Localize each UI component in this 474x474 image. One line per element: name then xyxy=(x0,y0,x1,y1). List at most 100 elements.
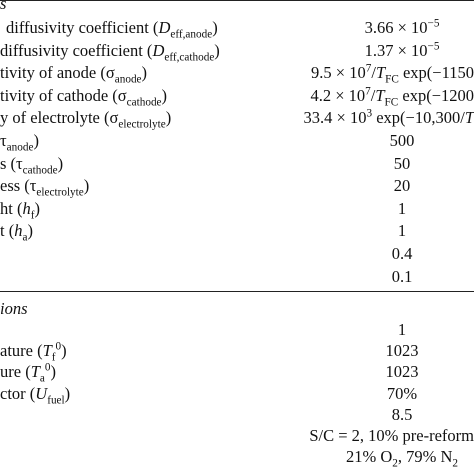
text-part: ) xyxy=(57,153,64,173)
parameter-name: tivity of cathode (σcathode) xyxy=(0,85,168,109)
text-part: 0.4 xyxy=(391,244,413,263)
parameter-value: 21% O2, 79% N2 xyxy=(345,447,458,470)
math-symbol: T xyxy=(375,63,386,83)
text-part: 50 xyxy=(393,153,411,173)
parameter-name: ess (τelectrolyte) xyxy=(0,176,90,198)
text-part: τ xyxy=(0,131,7,150)
superscript: 7 xyxy=(365,85,371,98)
parameter-value: 9.5 × 107/TFC exp(−1150 xyxy=(311,62,474,86)
parameter-name: s (τcathode) xyxy=(0,153,64,176)
subscript: eff,cathode xyxy=(164,50,215,63)
text-part: ) xyxy=(64,383,71,403)
text-part: ) xyxy=(141,63,148,83)
superscript: 3 xyxy=(366,107,373,120)
section-heading: s xyxy=(0,0,7,13)
text-part: ) xyxy=(33,131,39,150)
text-part: ) xyxy=(27,221,33,241)
text-part: ) xyxy=(161,85,168,105)
text-part: / xyxy=(371,63,376,83)
subscript: cathode xyxy=(126,96,162,109)
text-part: 1023 xyxy=(385,341,419,361)
parameter-value: 20 xyxy=(393,176,411,196)
parameter-value: S/C = 2, 10% pre-reform xyxy=(309,426,474,445)
subscript: FC xyxy=(385,73,399,86)
subscript: anode xyxy=(6,141,34,154)
text-part: 1 xyxy=(397,320,407,339)
text-part: 4.2 × 10 xyxy=(310,85,366,105)
subscript: 2 xyxy=(392,457,398,470)
section-heading: ions xyxy=(0,299,28,318)
superscript: −5 xyxy=(427,17,440,30)
math-symbol: U xyxy=(35,383,48,403)
text-part: ) xyxy=(61,341,67,361)
text-part: t ( xyxy=(0,221,15,241)
subscript: FC xyxy=(384,96,399,109)
math-symbol: D xyxy=(158,18,171,37)
text-part: ) xyxy=(83,176,90,196)
parameter-value: 33.4 × 103 exp(−10,300/T xyxy=(303,107,474,128)
parameter-name: ure (Ta0) xyxy=(0,361,56,384)
parameter-value: 1.37 × 10−5 xyxy=(364,40,440,60)
parameter-value: 4.2 × 107/TFC exp(−1200 xyxy=(310,85,474,109)
text-part: diffusivity coefficient ( xyxy=(6,18,159,37)
subscript: f xyxy=(30,209,35,222)
text-part: / xyxy=(370,85,376,105)
parameter-name: τanode) xyxy=(0,131,39,154)
text-part: 1 xyxy=(397,198,407,218)
math-symbol: T xyxy=(42,341,52,361)
text-part: 1023 xyxy=(385,362,419,382)
text-part: 1 xyxy=(397,221,407,241)
text-part: ht ( xyxy=(0,198,23,218)
parameter-value: 1 xyxy=(398,223,406,240)
parameter-value: 8.5 xyxy=(392,406,413,424)
text-part: ) xyxy=(50,362,56,382)
math-symbol: T xyxy=(375,85,385,105)
parameter-value: 0.4 xyxy=(391,244,413,263)
text-part: , 79% N xyxy=(397,447,453,467)
text-part: 33.4 × 10 xyxy=(303,108,367,128)
parameter-value: 1023 xyxy=(385,341,419,361)
math-symbol: T xyxy=(30,362,40,382)
parameter-name: diffusivity coefficient (Deff,anode) xyxy=(6,18,218,40)
subscript: f xyxy=(51,351,56,364)
subscript: electrolyte xyxy=(118,118,166,131)
superscript: 0 xyxy=(44,361,51,374)
parameter-name: diffusivity coefficient (Deff,cathode) xyxy=(0,40,220,63)
section-divider-rule xyxy=(0,291,474,292)
parameter-name: ht (hf) xyxy=(0,198,40,222)
text-part: ess (τ xyxy=(0,176,37,196)
parameter-name: ctor (Ufuel) xyxy=(0,383,71,406)
text-part: exp(−10,300/ xyxy=(372,108,465,128)
parameter-value: 0.1 xyxy=(391,266,413,286)
parameter-value: 70% xyxy=(387,385,417,403)
subscript: a xyxy=(22,231,28,244)
text-part: 20 xyxy=(393,176,411,196)
parameter-value: 500 xyxy=(389,131,415,150)
parameter-value: 1023 xyxy=(386,364,419,381)
text-part: ature ( xyxy=(0,341,43,361)
math-symbol: T xyxy=(464,108,474,128)
text-part: 21% O xyxy=(345,447,393,467)
parameter-value: 1 xyxy=(397,320,407,339)
text-part: ) xyxy=(165,108,172,128)
text-part: y of electrolyte (σ xyxy=(0,108,119,128)
parameter-name: tivity of anode (σanode) xyxy=(0,63,148,85)
subscript: cathode xyxy=(22,163,58,176)
superscript: 7 xyxy=(365,62,372,75)
text-part: ) xyxy=(34,198,40,218)
text-part: ure ( xyxy=(0,362,31,382)
text-part: s (τ xyxy=(0,153,23,173)
parameter-name: t (ha) xyxy=(0,221,33,244)
text-part: 500 xyxy=(389,131,415,150)
parameter-value: 1 xyxy=(397,198,407,218)
parameter-name: y of electrolyte (σelectrolyte) xyxy=(0,108,172,131)
text-part: 0.1 xyxy=(391,266,413,286)
parameter-name: ature (Tf0) xyxy=(0,341,67,364)
subscript: a xyxy=(39,372,45,385)
math-symbol: h xyxy=(14,221,23,241)
math-symbol: h xyxy=(22,198,31,218)
text-part: S/C = 2, 10% pre-reform xyxy=(309,426,474,445)
parameter-value: 50 xyxy=(393,153,411,173)
text-part: 1.37 × 10 xyxy=(364,40,428,60)
text-part: diffusivity coefficient ( xyxy=(0,40,153,60)
